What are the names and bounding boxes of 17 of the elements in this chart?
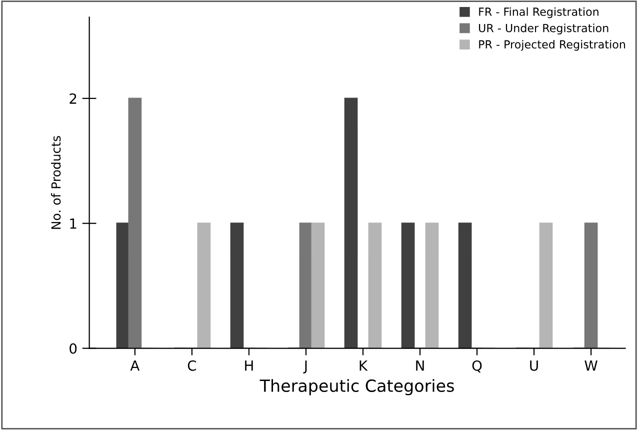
x-tick-label: N xyxy=(416,360,424,371)
x-tick-label: C xyxy=(188,360,196,371)
x-tick-label: J xyxy=(303,360,307,374)
x-tick-label: W xyxy=(584,360,598,371)
legend-label: PR - Projected Registration xyxy=(479,40,626,51)
x-tick-label: K xyxy=(360,360,368,371)
legend-label: UR - Under Registration xyxy=(479,24,608,34)
y-tick-label: 0 xyxy=(70,343,77,354)
x-tick-label: H xyxy=(245,360,253,371)
y-tick-label: 2 xyxy=(70,93,76,104)
x-tick-label: Q xyxy=(472,360,482,372)
x-tick-label: U xyxy=(530,360,538,371)
legend-label: FR - Final Registration xyxy=(479,7,598,18)
x-axis-title: Therapeutic Categories xyxy=(260,379,454,396)
y-tick-label: 1 xyxy=(70,218,76,229)
x-tick-label: A xyxy=(130,360,140,371)
y-axis-title: No. of Products xyxy=(51,136,61,229)
